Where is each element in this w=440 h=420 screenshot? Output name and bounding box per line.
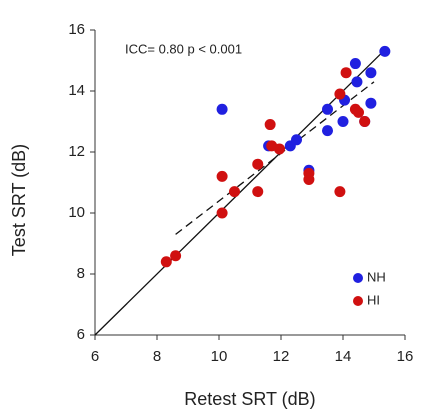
y-tick-label: 10 [68, 204, 85, 221]
point [291, 134, 302, 146]
x-tick-label: 8 [153, 348, 161, 365]
point [365, 67, 377, 79]
x-axis-label: Retest SRT (dB) [184, 389, 315, 409]
legend-marker [353, 296, 363, 306]
annotation: ICC= 0.80 p < 0.001 [125, 41, 242, 56]
x-tick-label: 16 [397, 348, 414, 365]
point [303, 173, 315, 185]
point [252, 158, 264, 170]
y-tick-label: 16 [68, 21, 85, 38]
point [349, 58, 361, 70]
point [379, 45, 391, 57]
x-tick-label: 10 [211, 348, 228, 365]
point [334, 186, 346, 198]
point [160, 256, 172, 268]
point [351, 76, 363, 88]
point [170, 250, 182, 262]
y-axis-label: Test SRT (dB) [9, 144, 29, 256]
point [229, 186, 240, 198]
y-tick-label: 6 [77, 326, 85, 343]
point [322, 125, 333, 137]
point [353, 106, 364, 118]
x-tick-label: 6 [91, 348, 99, 365]
point [340, 67, 352, 79]
point [264, 119, 276, 131]
y-tick-label: 12 [68, 143, 85, 160]
x-tick-label: 14 [335, 348, 352, 365]
y-tick-label: 8 [77, 265, 85, 282]
point [216, 103, 228, 115]
legend-label: HI [367, 292, 380, 307]
y-tick-label: 14 [68, 82, 85, 99]
x-tick-label: 12 [273, 348, 290, 365]
point [273, 143, 285, 155]
point [334, 88, 346, 100]
point [252, 186, 264, 198]
point [216, 207, 228, 219]
point [359, 116, 371, 127]
point [216, 170, 228, 182]
legend-label: NH [367, 269, 386, 284]
regression-line [175, 81, 375, 235]
point [322, 103, 333, 115]
legend-marker [353, 273, 363, 283]
point [365, 97, 377, 109]
point [337, 116, 349, 127]
